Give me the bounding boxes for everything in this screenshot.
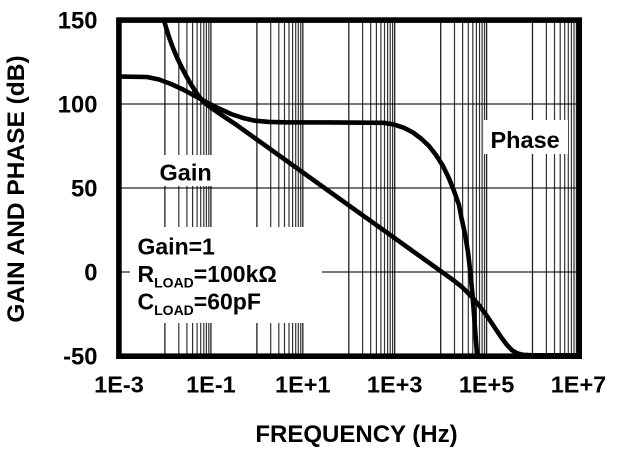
svg-text:-50: -50 <box>63 344 97 371</box>
svg-text:Gain=1: Gain=1 <box>138 234 216 260</box>
svg-text:1E+5: 1E+5 <box>459 371 515 397</box>
svg-text:1E-3: 1E-3 <box>94 371 144 397</box>
svg-text:1E-1: 1E-1 <box>186 371 236 397</box>
svg-text:1E+7: 1E+7 <box>551 371 607 397</box>
svg-text:Gain: Gain <box>160 160 212 186</box>
svg-text:1E+3: 1E+3 <box>367 371 423 397</box>
svg-text:150: 150 <box>58 8 98 35</box>
svg-text:50: 50 <box>71 176 97 203</box>
svg-text:1E+1: 1E+1 <box>275 371 331 397</box>
svg-text:FREQUENCY (Hz): FREQUENCY (Hz) <box>255 421 457 448</box>
svg-text:GAIN AND PHASE (dB): GAIN AND PHASE (dB) <box>3 55 30 322</box>
svg-text:100: 100 <box>58 92 98 119</box>
svg-text:0: 0 <box>84 260 97 287</box>
svg-text:Phase: Phase <box>491 127 560 153</box>
